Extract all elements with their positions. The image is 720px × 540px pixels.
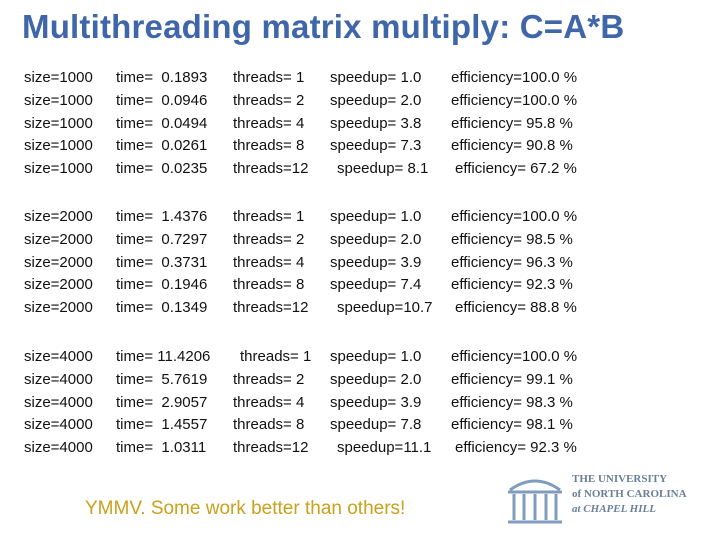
threads-cell: threads=12 (233, 160, 309, 178)
size-cell: size=2000 (24, 253, 93, 271)
time-cell: time= 1.4557 (116, 416, 208, 434)
speedup-cell: speedup= 2.0 (330, 370, 422, 388)
time-cell: time= 1.4376 (116, 208, 208, 225)
time-cell: time= 0.0261 (116, 137, 208, 155)
size-cell: size=4000 (24, 370, 93, 388)
logo-line-2: of NORTH CAROLINA (572, 488, 687, 500)
speedup-cell: speedup= 8.1 (337, 160, 429, 178)
efficiency-cell: efficiency= 98.3 % (451, 393, 573, 411)
threads-cell: threads= 2 (233, 230, 305, 248)
efficiency-cell: efficiency= 99.1 % (451, 370, 573, 388)
efficiency-cell: efficiency= 92.3 % (451, 276, 573, 294)
table-row: size=4000 time= 2.9057 threads= 4 speedup= … (0, 393, 720, 413)
table-row: size=2000 time= 1.4376 threads= 1 speedup= … (0, 207, 720, 227)
old-well-icon (508, 479, 562, 524)
size-cell: size=1000 (24, 114, 93, 132)
speedup-cell: speedup= 3.8 (330, 114, 422, 132)
threads-cell: threads= 8 (233, 137, 305, 155)
speedup-cell: speedup= 1.0 (330, 348, 422, 365)
speedup-cell: speedup= 3.9 (330, 393, 422, 411)
time-cell: time= 0.1893 (116, 69, 208, 86)
table-row: size=4000 time= 11.4206 threads= 1 speedup=… (0, 347, 720, 367)
table-row: size=4000 time= 1.0311 threads=12 speedup=1… (0, 438, 720, 458)
efficiency-cell: efficiency= 88.8 % (455, 299, 577, 317)
speedup-cell: speedup= 2.0 (330, 230, 422, 248)
speedup-cell: speedup= 3.9 (330, 253, 422, 271)
efficiency-cell: efficiency=100.0 % (451, 348, 578, 365)
time-cell: time= 0.1349 (116, 299, 208, 317)
threads-cell: threads= 4 (233, 114, 305, 132)
time-cell: time= 5.7619 (116, 370, 208, 388)
time-cell: time= 0.7297 (116, 230, 208, 248)
time-cell: time= 0.0946 (116, 91, 208, 109)
threads-cell: threads= 1 (233, 69, 305, 86)
time-cell: time= 0.0235 (116, 160, 208, 178)
time-cell: time= 0.0494 (116, 114, 208, 132)
size-cell: size=2000 (24, 276, 93, 294)
efficiency-cell: efficiency= 98.1 % (451, 416, 573, 434)
size-cell: size=4000 (24, 416, 93, 434)
time-cell: time= 2.9057 (116, 393, 208, 411)
threads-cell: threads= 1 (240, 348, 312, 365)
threads-cell: threads= 8 (233, 416, 305, 434)
footer-note: YMMV. Some work better than others! (85, 498, 406, 519)
efficiency-cell: efficiency=100.0 % (451, 208, 578, 225)
speedup-cell: speedup= 7.8 (330, 416, 422, 434)
efficiency-cell: efficiency= 96.3 % (451, 253, 573, 271)
threads-cell: threads= 1 (233, 208, 305, 225)
size-cell: size=2000 (24, 208, 93, 225)
table-row: size=1000 time= 0.0235 threads=12 speedup= … (0, 159, 720, 179)
table-row: size=1000 time= 0.0261 threads= 8 speedup= … (0, 136, 720, 156)
size-cell: size=4000 (24, 393, 93, 411)
size-cell: size=1000 (24, 160, 93, 178)
efficiency-cell: efficiency= 67.2 % (455, 160, 577, 178)
table-row: size=4000 time= 1.4557 threads= 8 speedup= … (0, 415, 720, 435)
speedup-cell: speedup= 2.0 (330, 91, 422, 109)
efficiency-cell: efficiency= 92.3 % (455, 439, 577, 457)
logo-line-3: at CHAPEL HILL (572, 503, 656, 515)
table-row: size=1000 time= 0.0494 threads= 4 speedup= … (0, 114, 720, 134)
threads-cell: threads= 4 (233, 253, 305, 271)
time-cell: time= 1.0311 (116, 439, 207, 457)
efficiency-cell: efficiency= 98.5 % (451, 230, 573, 248)
threads-cell: threads= 2 (233, 370, 305, 388)
efficiency-cell: efficiency=100.0 % (451, 69, 578, 86)
speedup-cell: speedup=10.7 (337, 299, 433, 317)
table-row: size=2000 time= 0.1349 threads=12 speedup=1… (0, 298, 720, 318)
table-row: size=1000 time= 0.0946 threads= 2 speedup= … (0, 91, 720, 111)
speedup-cell: speedup= 7.4 (330, 276, 422, 294)
unc-logo: THE UNIVERSITY of NORTH CAROLINA at CHAP… (494, 466, 716, 528)
size-cell: size=4000 (24, 439, 93, 457)
speedup-cell: speedup= 1.0 (330, 208, 422, 225)
size-cell: size=2000 (24, 299, 93, 317)
time-cell: time= 0.3731 (116, 253, 208, 271)
speedup-cell: speedup= 7.3 (330, 137, 422, 155)
size-cell: size=4000 (24, 348, 93, 365)
time-cell: time= 0.1946 (116, 276, 208, 294)
size-cell: size=2000 (24, 230, 93, 248)
threads-cell: threads= 2 (233, 91, 305, 109)
time-cell: time= 11.4206 (116, 348, 211, 365)
speedup-cell: speedup= 1.0 (330, 69, 422, 86)
efficiency-cell: efficiency= 90.8 % (451, 137, 573, 155)
table-row: size=1000 time= 0.1893 threads= 1 speedup= … (0, 68, 720, 88)
threads-cell: threads= 8 (233, 276, 305, 294)
logo-wordmark: THE UNIVERSITY of NORTH CAROLINA at CHAP… (572, 472, 712, 517)
size-cell: size=1000 (24, 137, 93, 155)
threads-cell: threads=12 (233, 439, 309, 457)
size-cell: size=1000 (24, 91, 93, 109)
size-cell: size=1000 (24, 69, 93, 86)
threads-cell: threads= 4 (233, 393, 305, 411)
threads-cell: threads=12 (233, 299, 309, 317)
table-row: size=2000 time= 0.1946 threads= 8 speedup= … (0, 275, 720, 295)
table-row: size=4000 time= 5.7619 threads= 2 speedup= … (0, 370, 720, 390)
logo-line-1: THE UNIVERSITY (572, 473, 668, 485)
speedup-cell: speedup=11.1 (337, 439, 432, 457)
efficiency-cell: efficiency=100.0 % (451, 91, 578, 109)
table-row: size=2000 time= 0.7297 threads= 2 speedup= … (0, 230, 720, 250)
table-row: size=2000 time= 0.3731 threads= 4 speedup= … (0, 253, 720, 273)
efficiency-cell: efficiency= 95.8 % (451, 114, 573, 132)
slide-title: Multithreading matrix multiply: C=A*B (22, 8, 625, 45)
